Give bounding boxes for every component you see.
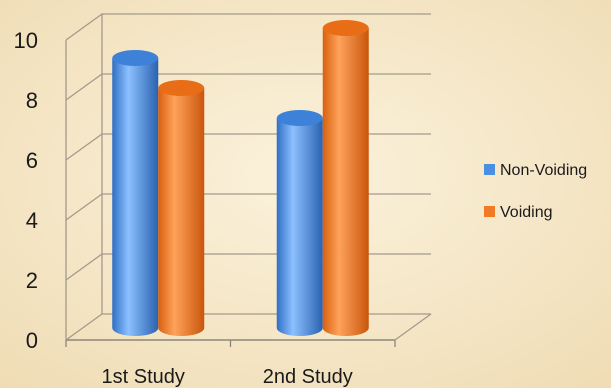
bar-body (276, 118, 323, 336)
bar (158, 80, 205, 336)
bar-top (112, 50, 159, 66)
axes: 0 2 4 6 8 10 1st Study 2nd Study (14, 14, 432, 388)
legend-label: Non-Voiding (500, 162, 587, 179)
bar-top (158, 80, 205, 96)
legend: Non-Voiding Voiding (484, 162, 587, 221)
y-tick-label: 2 (26, 268, 38, 293)
floor-edge (394, 313, 432, 341)
y-tick-label: 6 (26, 148, 38, 173)
bar (276, 110, 323, 336)
y-tick-label: 10 (14, 28, 38, 53)
bars (112, 20, 369, 336)
y-tick-label: 4 (26, 208, 38, 233)
bar-top (276, 110, 323, 126)
legend-swatch (484, 206, 495, 217)
bar (322, 20, 369, 336)
bar-top (322, 20, 369, 36)
legend-swatch (484, 164, 495, 175)
x-tick-label: 2nd Study (263, 366, 353, 388)
x-tick-label: 1st Study (102, 366, 185, 388)
legend-label: Voiding (500, 204, 553, 221)
y-tick-label: 8 (26, 88, 38, 113)
bar-body (158, 88, 205, 336)
bar-body (322, 28, 369, 336)
bar (112, 50, 159, 336)
y-tick-label: 0 (26, 328, 38, 353)
bar-body (112, 58, 159, 336)
